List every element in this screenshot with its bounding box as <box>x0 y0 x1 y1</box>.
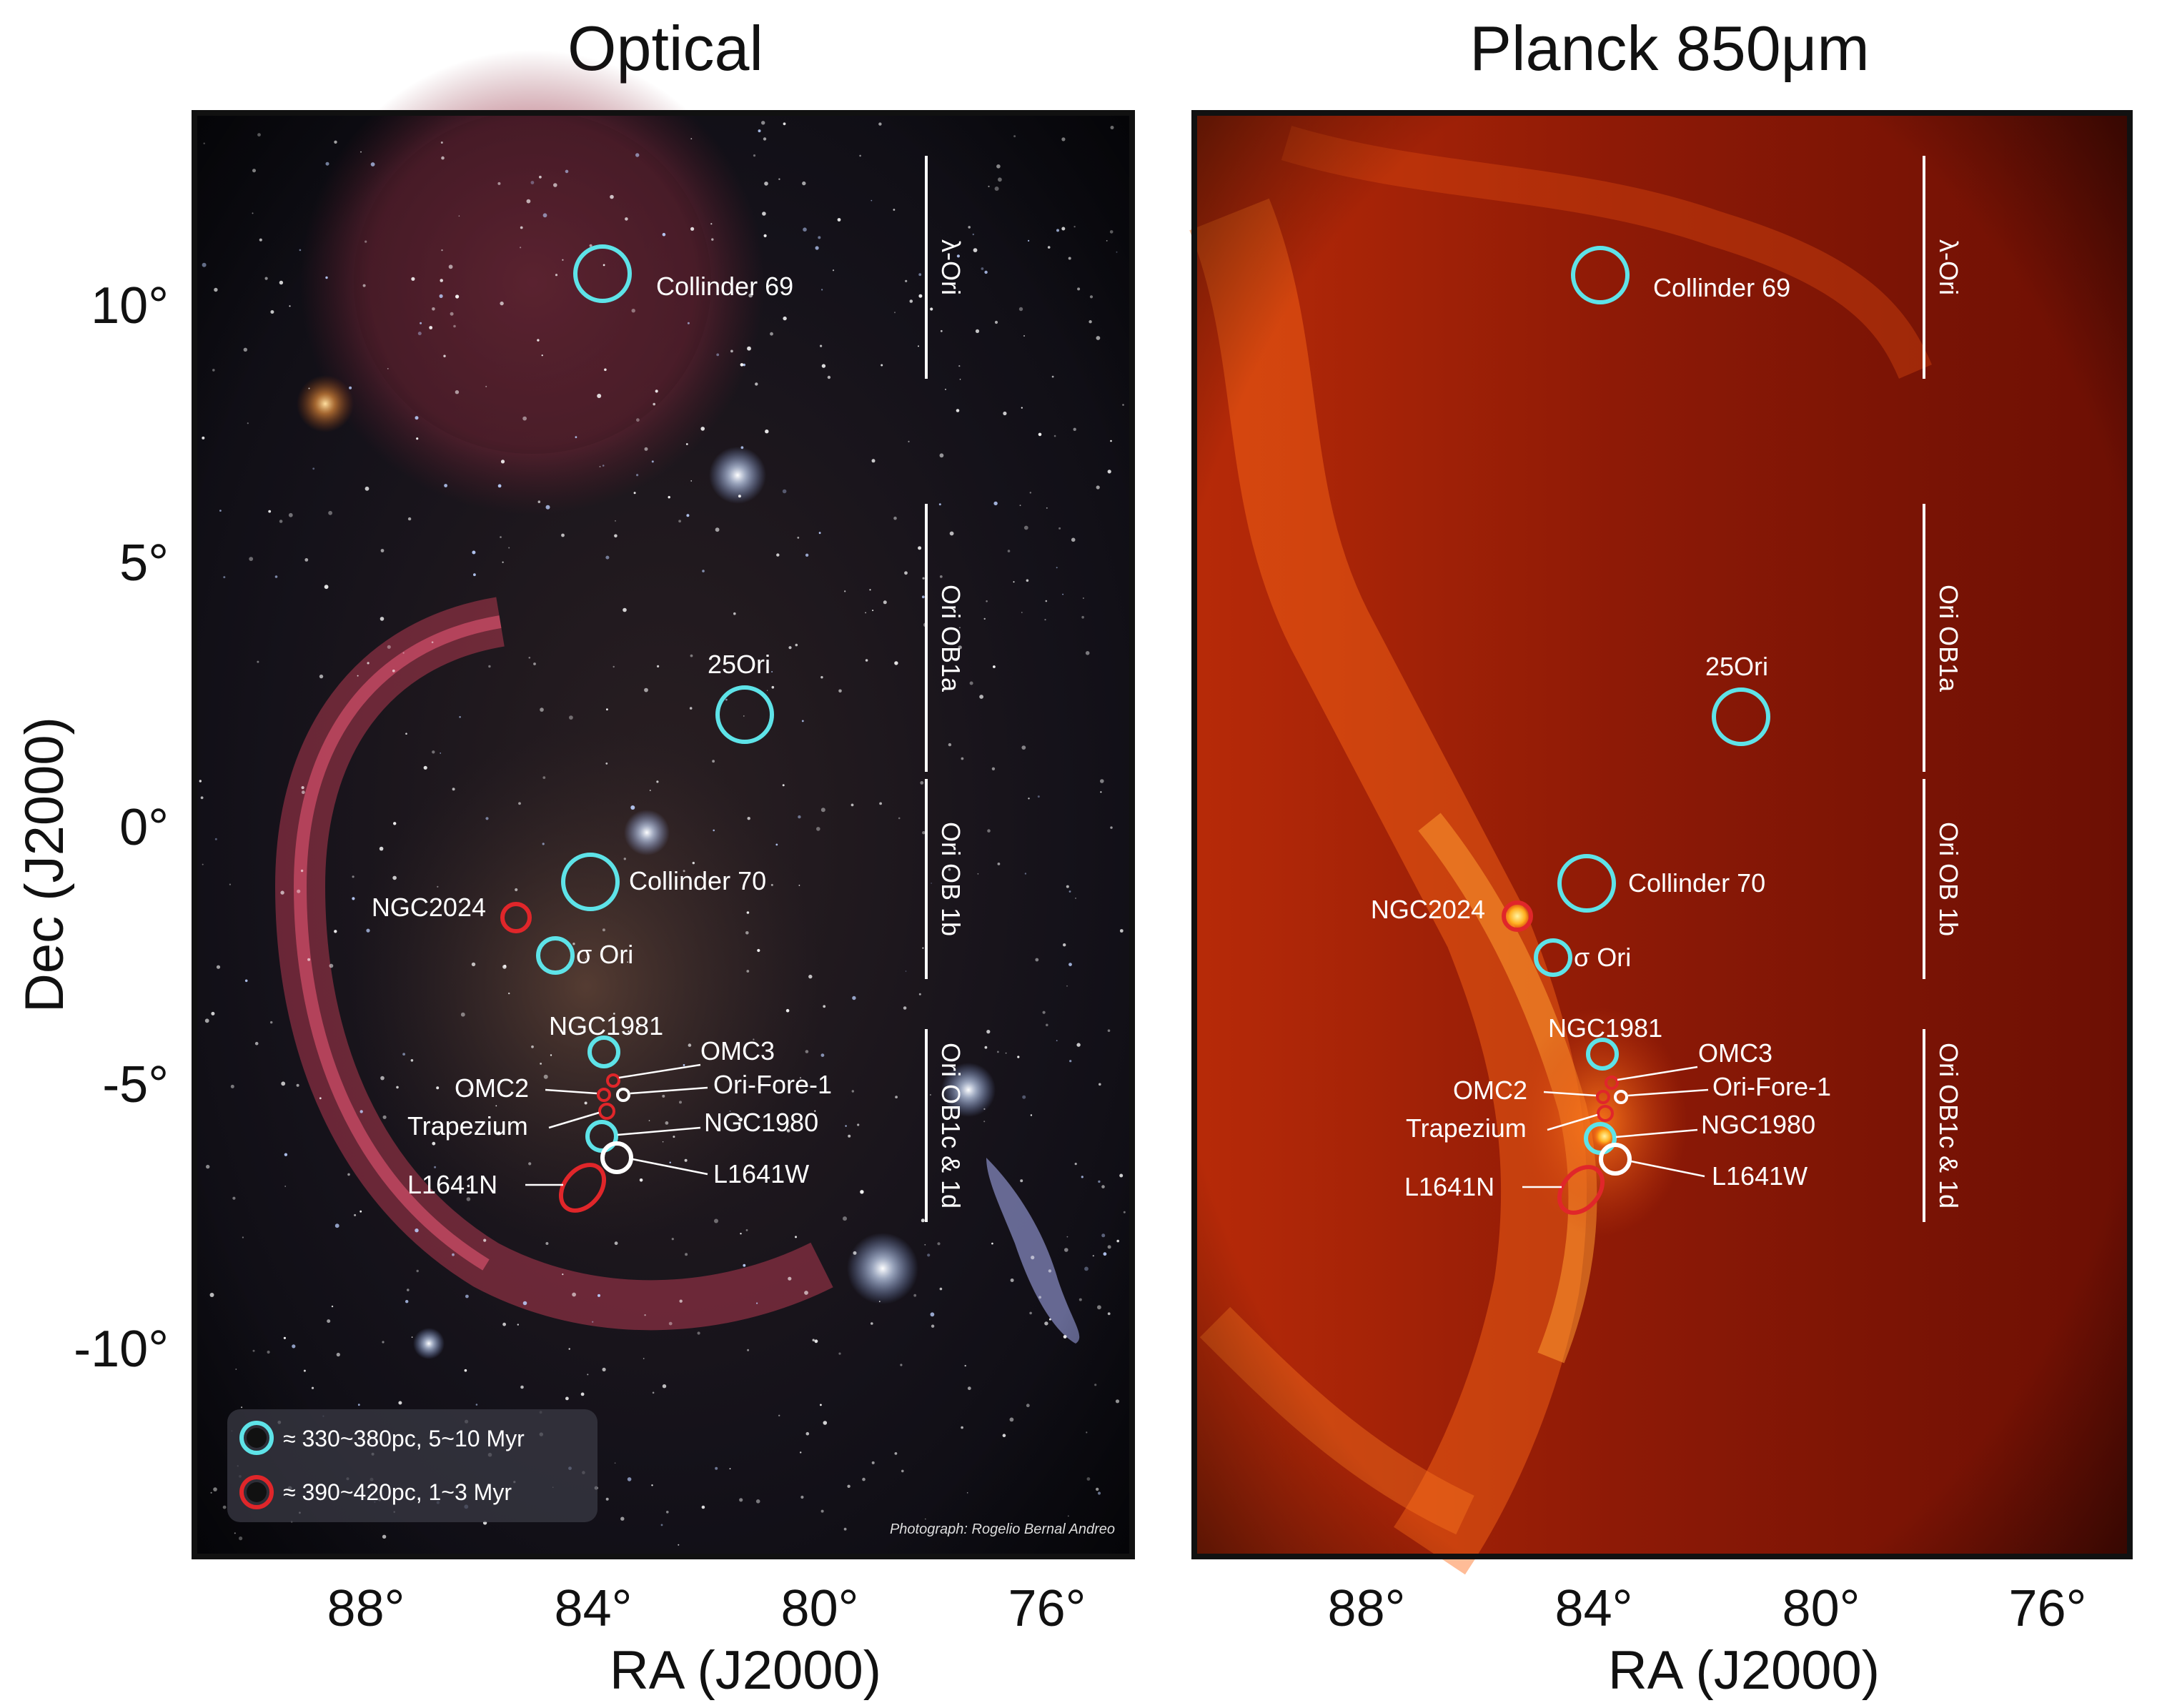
marker-ngc1980 <box>585 1120 618 1153</box>
legend-cyan-circle <box>239 1421 274 1455</box>
marker-ngc2024 <box>500 902 532 933</box>
optical-label-ngc1981: NGC1981 <box>549 1011 663 1041</box>
marker-trapezium <box>598 1103 615 1120</box>
marker-collinder70 <box>561 853 620 911</box>
dec-tick-0: 0° <box>119 799 169 856</box>
photo-credit: Photograph: Rogelio Bernal Andreo <box>890 1521 1115 1537</box>
optical-label-sigma-ori: σ Ori <box>576 940 633 969</box>
planck-ra-tick-88: 88° <box>1328 1580 1406 1637</box>
optical-frame <box>192 110 1135 1559</box>
optical-label-ngc1980: NGC1980 <box>704 1108 818 1137</box>
optical-label-ngc2024: NGC2024 <box>372 893 486 922</box>
optical-ra-tick-80: 80° <box>781 1580 859 1637</box>
planck-ra-axis-label: RA (J2000) <box>1608 1640 1880 1701</box>
optical-label-omc2: OMC2 <box>455 1073 529 1103</box>
optical-label-collinder69: Collinder 69 <box>656 272 793 301</box>
planck-label-l1641n: L1641N <box>1404 1172 1494 1201</box>
planck-label-l1641w: L1641W <box>1712 1161 1808 1191</box>
optical-label-l1641n: L1641N <box>407 1170 497 1199</box>
dec-axis-label: Dec (J2000) <box>14 717 75 1013</box>
marker-25ori <box>715 685 774 744</box>
marker-ori-fore-1 <box>616 1088 630 1102</box>
optical-label-omc3: OMC3 <box>700 1036 775 1066</box>
planck-panel <box>1189 110 2133 1575</box>
planck-markers <box>1502 246 1770 1215</box>
optical-leader-lines <box>525 1063 708 1186</box>
optical-ra-tick-88: 88° <box>327 1580 405 1637</box>
dec-tick-minus5: -5° <box>102 1056 169 1113</box>
optical-ra-tick-84: 84° <box>555 1580 633 1637</box>
optical-group-ob1b: Ori OB 1b <box>936 822 966 936</box>
planck-group-ob1b: Ori OB 1b <box>1934 822 1963 936</box>
optical-group-lambda-ori: λ-Ori <box>936 239 966 295</box>
dec-tick-10: 10° <box>91 277 169 334</box>
marker-l1641n <box>558 1163 607 1213</box>
marker-sigma-ori <box>536 936 575 975</box>
planck-label-omc3: OMC3 <box>1698 1038 1772 1068</box>
planck-ra-tick-76: 76° <box>2009 1580 2087 1637</box>
legend-red-text: ≈ 390~420pc, 1~3 Myr <box>283 1479 512 1505</box>
marker-omc3 <box>606 1073 620 1088</box>
planck-label-ori-fore-1: Ori-Fore-1 <box>1712 1072 1831 1101</box>
optical-group-ob1cd: Ori OB1c & 1d <box>936 1043 966 1208</box>
planck-ra-tick-80: 80° <box>1782 1580 1860 1637</box>
optical-group-ob1a: Ori OB1a <box>936 585 966 692</box>
optical-label-collinder70: Collinder 70 <box>629 866 766 895</box>
planck-group-lambda-ori: λ-Ori <box>1934 239 1963 295</box>
legend-cyan-text: ≈ 330~380pc, 5~10 Myr <box>283 1426 525 1451</box>
planck-group-ob1a: Ori OB1a <box>1934 585 1963 692</box>
optical-label-ori-fore-1: Ori-Fore-1 <box>713 1070 832 1099</box>
optical-ra-tick-76: 76° <box>1008 1580 1086 1637</box>
planck-label-collinder70: Collinder 70 <box>1628 868 1765 898</box>
dec-tick-minus10: -10° <box>74 1321 169 1378</box>
optical-markers <box>500 244 774 1213</box>
planck-ra-tick-84: 84° <box>1555 1580 1633 1637</box>
dec-tick-5: 5° <box>119 535 169 592</box>
optical-panel <box>192 50 1135 1559</box>
optical-label-25ori: 25Ori <box>708 650 770 679</box>
legend-box <box>227 1409 597 1522</box>
marker-l1641w <box>600 1141 633 1174</box>
planck-group-ob1cd: Ori OB1c & 1d <box>1934 1043 1963 1208</box>
planck-panel-title: Planck 850μm <box>1469 13 1869 84</box>
planck-label-trapezium: Trapezium <box>1406 1113 1527 1143</box>
optical-label-trapezium: Trapezium <box>407 1111 528 1141</box>
optical-label-l1641w: L1641W <box>713 1159 809 1188</box>
planck-leader-lines <box>1522 1066 1709 1188</box>
planck-label-ngc1981: NGC1981 <box>1548 1013 1662 1043</box>
planck-label-25ori: 25Ori <box>1705 652 1768 681</box>
legend: ≈ 330~380pc, 5~10 Myr ≈ 390~420pc, 1~3 M… <box>227 1409 597 1522</box>
planck-label-omc2: OMC2 <box>1453 1076 1527 1105</box>
planck-label-ngc1980: NGC1980 <box>1701 1110 1815 1139</box>
legend-red-circle <box>239 1475 274 1509</box>
planck-label-sigma-ori: σ Ori <box>1574 943 1631 972</box>
marker-ngc1981 <box>587 1036 620 1068</box>
marker-omc2 <box>597 1088 611 1102</box>
marker-collinder69 <box>573 244 632 303</box>
planck-label-ngc2024: NGC2024 <box>1371 895 1485 924</box>
optical-ra-axis-label: RA (J2000) <box>610 1640 881 1701</box>
planck-label-collinder69: Collinder 69 <box>1653 273 1790 302</box>
planck-frame <box>1191 110 2133 1559</box>
